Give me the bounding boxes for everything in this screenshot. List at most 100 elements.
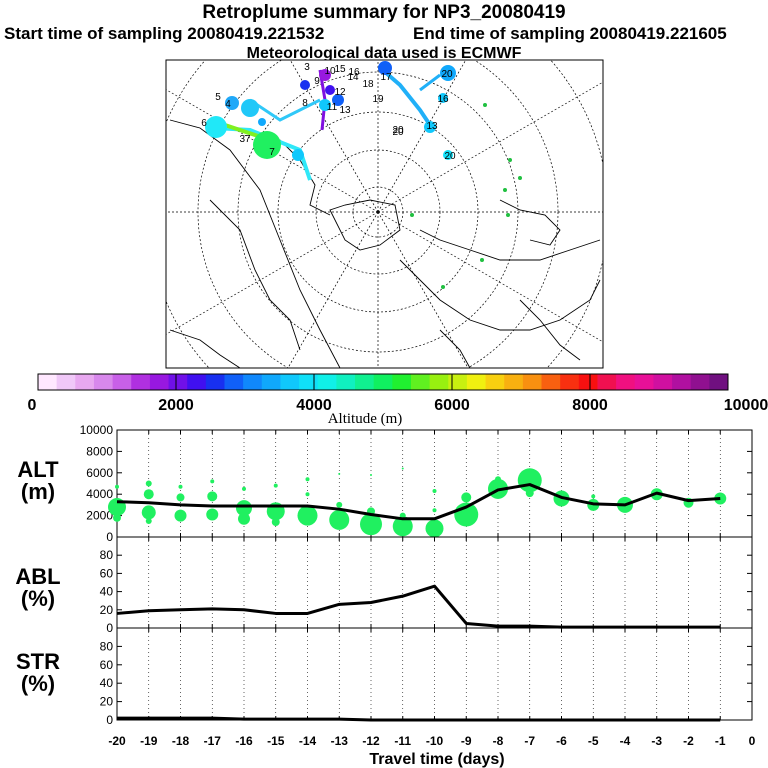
map-label: 14 [347,72,359,83]
colorbar-swatch [187,374,207,390]
scatter-point [207,491,218,502]
x-tick-label: -17 [204,734,222,748]
colorbar-swatch [597,374,617,390]
y-tick-label: 0 [106,713,113,727]
map-label: 9 [314,76,320,87]
coastline [499,199,561,246]
plume-marker [503,188,507,192]
scatter-point [370,473,372,476]
map-label: 3 [304,62,310,73]
plume-marker [300,80,310,90]
colorbar-swatch [522,374,543,390]
map-label: 7 [269,147,275,158]
panel-label: ABL [15,564,60,589]
colorbar-swatch [299,374,319,390]
colorbar-swatch [131,374,151,390]
map-label: 12 [334,87,346,98]
map-label: 10 [324,66,336,77]
panel-abl: 0 20 40 60 80 ABL(%) [15,536,753,635]
scatter-point [305,492,310,497]
meridian-line [377,81,603,213]
colorbar-swatch [672,374,692,390]
scatter-point [210,479,215,484]
map-label: 4 [225,99,231,110]
x-tick-label: -18 [172,734,190,748]
panel-unit: (m) [21,479,55,504]
plume-marker [443,150,453,160]
y-tick-label: 20 [100,603,114,617]
colorbar-swatch [355,374,375,390]
colorbar-swatch [224,374,244,390]
y-tick-label: 40 [100,676,114,690]
panel-str: 0 20 40 60 80 STR(%) [16,627,753,727]
plume-marker [319,69,331,81]
page-title: Retroplume summary for NP3_20080419 [202,2,566,23]
panel-unit: (%) [21,671,55,696]
scatter-point [238,512,250,525]
plume-marker [225,96,239,110]
trajectory-path [419,73,441,92]
x-tick-label: -2 [683,734,694,748]
plume-marker [325,85,335,95]
plume-marker [483,103,487,107]
scatter-point [206,508,219,521]
plume-marker [258,118,266,126]
colorbar-swatch [93,374,114,390]
x-tick-label: -15 [267,734,285,748]
meridian-line [166,211,379,335]
coastline [439,329,471,368]
x-tick-label: -16 [235,734,253,748]
x-tick-label: -20 [108,734,126,748]
x-tick-label: -13 [331,734,349,748]
scatter-point [273,483,278,488]
scatter-point [174,509,187,522]
colorbar-swatch [448,374,468,390]
colorbar-swatch [541,374,561,390]
colorbar-swatch [205,374,225,390]
map-label: 17 [380,72,392,83]
map-label: 5 [215,92,221,103]
panel-alt: 0 2000 4000 6000 8000 10000 ALT(m) [17,423,753,544]
colorbar-swatch [243,374,263,390]
trajectory-path [249,98,321,122]
coastline [329,199,401,251]
plume-marker [506,213,510,217]
plume-marker [440,65,456,81]
colorbar-tick-label: 2000 [158,397,194,414]
map-label: 6 [201,118,207,129]
end-time-text: End time of sampling 20080419.221605 [413,24,727,43]
y-tick-label: 60 [100,566,114,580]
colorbar-swatch [410,374,431,390]
series-line-alt [116,483,721,521]
plume-marker [378,61,392,75]
colorbar-swatch [690,374,710,390]
x-tick-label: -1 [715,734,726,748]
colorbar-swatch [392,374,412,390]
map-label: 20 [392,127,404,138]
y-tick-label: 0 [106,621,113,635]
colorbar-swatch [709,374,729,390]
plume-marker [508,158,512,162]
y-tick-label: 2000 [86,509,113,523]
scatter-point [145,480,152,487]
colorbar-tick-label: 10000 [724,397,768,414]
x-tick-label: -3 [651,734,662,748]
meridian-line [166,89,379,213]
scatter-point [271,518,280,527]
plume-marker [292,149,304,161]
map-label: 20 [444,151,456,162]
coastline [169,329,241,368]
colorbar-swatch [616,374,636,390]
x-tick-label: -10 [426,734,444,748]
map-label: 8 [302,98,308,109]
meridian-line [377,211,603,343]
scatter-point [115,484,119,489]
scatter-point [236,500,252,517]
x-tick-label: -19 [140,734,158,748]
x-tick-label: -14 [299,734,317,748]
map-label: 16 [348,67,360,78]
colorbar-title: Altitude (m) [328,411,403,427]
map-label: 20 [392,125,404,136]
panel-unit: (%) [21,586,55,611]
colorbar-swatch [38,374,58,390]
